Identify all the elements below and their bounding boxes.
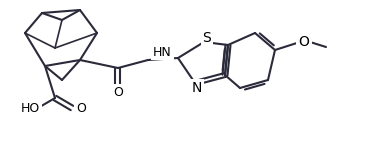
Text: O: O xyxy=(113,86,123,99)
Text: O: O xyxy=(299,35,309,49)
Text: HO: HO xyxy=(20,102,40,115)
Text: O: O xyxy=(76,102,86,115)
Text: N: N xyxy=(192,81,202,95)
Text: S: S xyxy=(203,31,211,45)
Text: HN: HN xyxy=(153,45,172,58)
